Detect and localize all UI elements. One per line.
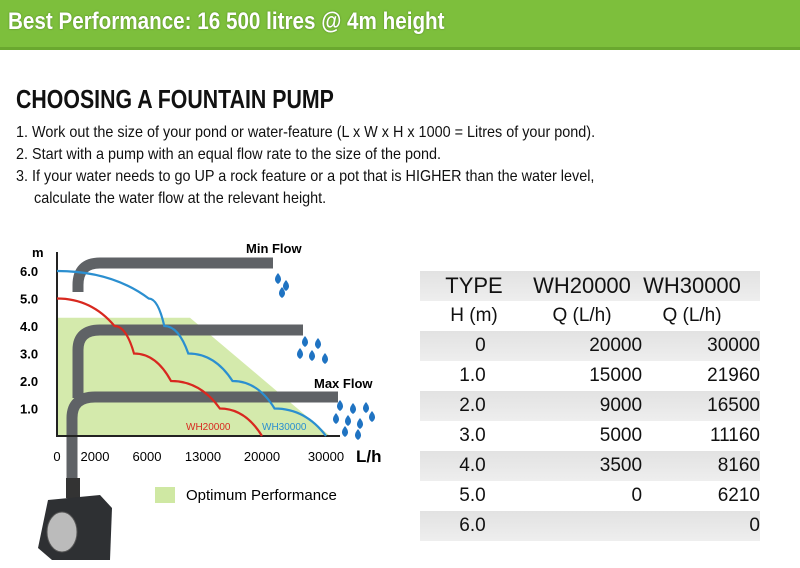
series-label: WH30000 (262, 422, 307, 433)
table-cell: 9000 (599, 395, 643, 416)
table-cell: 0 (749, 515, 760, 536)
table-row: 3.0 5000 11160 (420, 421, 760, 451)
table-cell: 21960 (707, 365, 760, 386)
table-cell: 4.0 (459, 455, 486, 476)
optimum-area (57, 317, 330, 436)
pipe-mid-flow (72, 324, 303, 398)
series-line-wh30000 (56, 269, 327, 437)
table-cell: 2.0 (459, 395, 486, 416)
pump-grille (46, 511, 78, 553)
table-cell: 5.0 (459, 485, 486, 506)
water-drop-icon (297, 348, 303, 359)
unit-cell: Q (L/h) (552, 305, 612, 326)
water-drop-icon (357, 418, 363, 429)
header-cell: TYPE (445, 273, 503, 298)
table-cell: 5000 (599, 425, 643, 446)
y-tick-label: 6.0 (20, 264, 38, 279)
table-units: H (m) Q (L/h) Q (L/h) (420, 301, 760, 331)
table-row: 4.0 3500 8160 (420, 451, 760, 481)
table-row: 6.0 0 (420, 511, 760, 541)
step-3-cont: calculate the water flow at the relevant… (34, 190, 327, 207)
annotation-max-flow: Max Flow (314, 376, 373, 391)
unit-cell: Q (L/h) (662, 305, 722, 326)
y-tick-label: 4.0 (20, 319, 38, 334)
step-3: 3. If your water needs to go UP a rock f… (16, 168, 595, 185)
table-row: 1.0 15000 21960 (420, 361, 760, 391)
table-row: 2.0 9000 16500 (420, 391, 760, 421)
table-cell: 30000 (707, 335, 760, 356)
y-tick-label: 2.0 (20, 374, 38, 389)
step-2: 2. Start with a pump with an equal flow … (16, 146, 442, 163)
water-drop-icon (315, 338, 321, 349)
water-drop-icon (369, 411, 375, 422)
water-drop-icon (337, 400, 343, 411)
table-cell: 1.0 (459, 365, 486, 386)
table-cell: 3.0 (459, 425, 486, 446)
water-drop-icon (302, 336, 308, 347)
pump-outlet (66, 478, 80, 498)
unit-cell: H (m) (450, 305, 498, 326)
banner-text: Best Performance: 16 500 litres @ 4m hei… (8, 8, 445, 35)
table-row: 0 20000 30000 (420, 331, 760, 361)
x-tick-label: 6000 (133, 449, 162, 464)
x-tick-label: 2000 (81, 449, 110, 464)
x-axis-label: L/h (356, 447, 382, 466)
water-drop-icon (283, 280, 289, 291)
table-cell: 11160 (709, 425, 760, 446)
legend-swatch (155, 487, 175, 503)
x-tick-label: 30000 (308, 449, 344, 464)
water-drop-icon (350, 403, 356, 414)
water-drop-icon (279, 287, 285, 298)
x-tick-label: 20000 (244, 449, 280, 464)
y-tick-label: 3.0 (20, 347, 38, 362)
table-cell: 3500 (599, 455, 643, 476)
water-drop-icon (363, 402, 369, 413)
table-cell: 6.0 (459, 515, 486, 536)
table-cell: 16500 (707, 395, 760, 416)
pipe-max-flow (66, 391, 338, 500)
page-title: CHOOSING A FOUNTAIN PUMP (16, 84, 334, 114)
water-drop-icon (322, 353, 328, 364)
banner: Best Performance: 16 500 litres @ 4m hei… (0, 0, 800, 50)
x-tick-label: 13000 (185, 449, 221, 464)
y-tick-label: 5.0 (20, 292, 38, 307)
pipe-min-flow (72, 257, 273, 292)
water-drop-icon (275, 273, 281, 284)
header-cell: WH20000 (533, 273, 631, 298)
series-line-wh20000 (56, 297, 263, 437)
y-tick-label: 1.0 (20, 402, 38, 417)
y-axis-label: m (32, 245, 44, 260)
performance-table: TYPE WH20000 WH30000 H (m) Q (L/h) Q (L/… (420, 271, 760, 541)
water-drop-icon (345, 415, 351, 426)
annotation-min-flow: Min Flow (246, 241, 302, 256)
x-tick-label: 0 (53, 449, 60, 464)
legend-label: Optimum Performance (186, 487, 337, 504)
series-label: WH20000 (186, 422, 231, 433)
water-drop-icon (342, 426, 348, 437)
water-drop-icon (333, 413, 339, 424)
water-drop-icon (309, 350, 315, 361)
steps-list: 1. Work out the size of your pond or wat… (16, 122, 595, 210)
table-cell: 20000 (589, 335, 643, 356)
table-cell: 15000 (589, 365, 643, 386)
water-drop-icon (355, 429, 361, 440)
header-cell: WH30000 (643, 273, 741, 298)
table-cell: 0 (475, 335, 486, 356)
pump-chart: WH20000 WH30000 1.0 2.0 3.0 4.0 5.0 6.0 m 0 2000 60… (20, 241, 382, 560)
table-header: TYPE WH20000 WH30000 (420, 271, 760, 301)
step-1: 1. Work out the size of your pond or wat… (16, 124, 596, 141)
table-cell: 0 (631, 485, 643, 506)
table-row: 5.0 0 6210 (420, 481, 760, 511)
table-cell: 8160 (717, 455, 760, 476)
table-cell: 6210 (717, 485, 760, 506)
